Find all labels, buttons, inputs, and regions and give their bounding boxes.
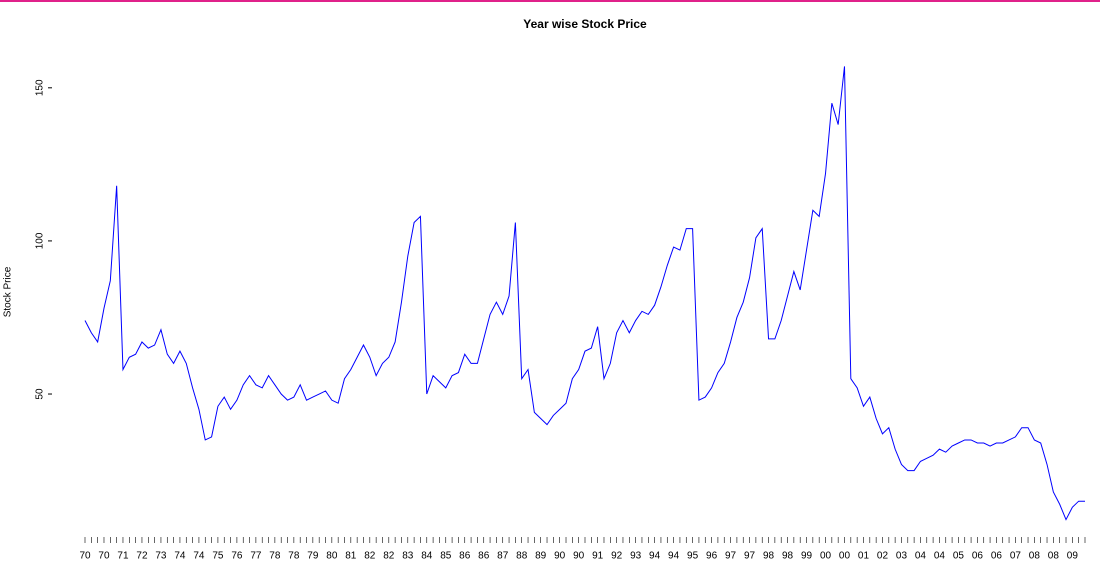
x-tick-label: 95: [687, 551, 699, 562]
x-tick-label: 00: [839, 551, 851, 562]
x-tick-label: 88: [516, 551, 528, 562]
x-tick-label: 96: [706, 551, 718, 562]
x-tick-label: 91: [592, 551, 604, 562]
x-tick-label: 86: [478, 551, 490, 562]
x-tick-label: 01: [858, 551, 870, 562]
x-tick-label: 92: [611, 551, 623, 562]
x-tick-label: 82: [364, 551, 376, 562]
x-tick-label: 73: [155, 551, 167, 562]
x-tick-label: 07: [1010, 551, 1022, 562]
x-tick-label: 98: [782, 551, 794, 562]
x-tick-label: 71: [117, 551, 129, 562]
x-tick-label: 78: [288, 551, 300, 562]
y-tick-label: 50: [35, 388, 46, 400]
x-tick-label: 83: [402, 551, 414, 562]
x-tick-label: 82: [383, 551, 395, 562]
x-tick-label: 04: [915, 551, 927, 562]
chart-title: Year wise Stock Price: [523, 17, 647, 31]
x-tick-label: 78: [269, 551, 281, 562]
x-tick-label: 89: [535, 551, 547, 562]
x-tick-label: 76: [231, 551, 243, 562]
x-tick-label: 98: [763, 551, 775, 562]
x-tick-label: 03: [896, 551, 908, 562]
x-tick-label: 08: [1048, 551, 1060, 562]
y-tick-label: 100: [35, 232, 46, 249]
x-tick-label: 75: [212, 551, 224, 562]
x-tick-label: 97: [725, 551, 737, 562]
y-axis-title: Stock Price: [3, 266, 14, 317]
x-tick-label: 97: [744, 551, 756, 562]
x-tick-label: 90: [573, 551, 585, 562]
x-tick-label: 94: [668, 551, 680, 562]
x-tick-label: 06: [991, 551, 1003, 562]
x-tick-label: 05: [953, 551, 965, 562]
line-series: [84, 66, 1085, 521]
x-tick-label: 08: [1029, 551, 1041, 562]
x-tick-label: 74: [174, 551, 186, 562]
x-tick-label: 02: [877, 551, 889, 562]
x-tick-label: 81: [345, 551, 357, 562]
x-tick-label: 77: [250, 551, 262, 562]
x-tick-label: 74: [193, 551, 205, 562]
x-tick-label: 94: [649, 551, 661, 562]
x-tick-label: 84: [421, 551, 433, 562]
x-tick-label: 85: [440, 551, 452, 562]
x-tick-label: 80: [326, 551, 338, 562]
x-tick-label: 09: [1067, 551, 1079, 562]
y-tick-label: 150: [35, 79, 46, 96]
x-tick-label: 04: [934, 551, 946, 562]
top-border: [0, 0, 1100, 2]
x-tick-label: 93: [630, 551, 642, 562]
x-tick-label: 86: [459, 551, 471, 562]
x-tick-label: 87: [497, 551, 509, 562]
x-tick-label: 00: [820, 551, 832, 562]
x-tick-label: 72: [136, 551, 148, 562]
x-tick-label: 99: [801, 551, 813, 562]
x-tick-label: 70: [98, 551, 110, 562]
x-tick-label: 06: [972, 551, 984, 562]
x-tick-label: 79: [307, 551, 319, 562]
x-tick-label: 70: [79, 551, 91, 562]
x-tick-label: 90: [554, 551, 566, 562]
